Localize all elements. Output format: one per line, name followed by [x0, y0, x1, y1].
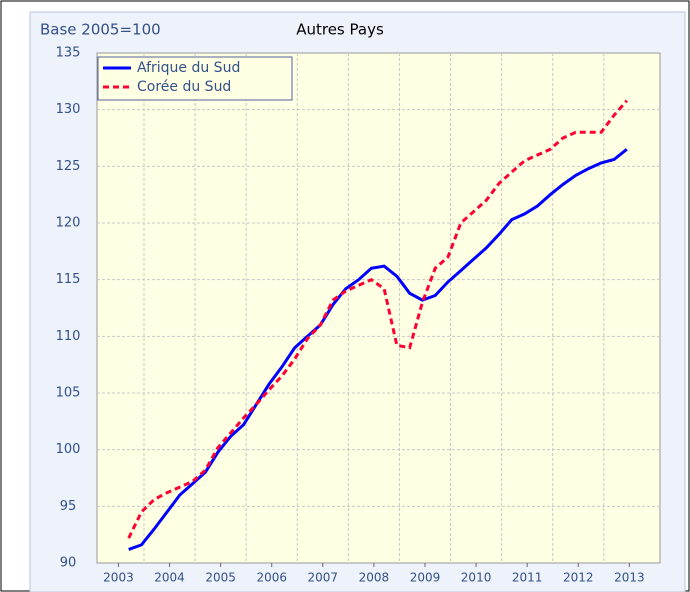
subtitle: Base 2005=100 — [40, 21, 161, 39]
x-tick-label: 2010 — [461, 571, 492, 585]
x-tick-label: 2008 — [359, 571, 390, 585]
series-line — [127, 99, 628, 539]
x-tick-label: 2009 — [410, 571, 441, 585]
y-tick-label: 120 — [56, 216, 81, 231]
y-tick-label: 115 — [56, 272, 81, 287]
x-tick-label: 2007 — [308, 571, 339, 585]
y-tick-label: 110 — [56, 329, 81, 344]
x-tick-label: 2004 — [154, 571, 185, 585]
x-tick-label: 2003 — [103, 571, 134, 585]
y-tick-label: 125 — [56, 159, 81, 174]
y-tick-label: 135 — [56, 46, 81, 61]
series-line — [128, 148, 628, 551]
y-tick-label: 90 — [60, 556, 77, 571]
y-tick-label: 95 — [60, 499, 77, 514]
y-tick-label: 130 — [56, 102, 81, 117]
legend-label: Afrique du Sud — [137, 60, 240, 76]
legend-label: Corée du Sud — [137, 79, 231, 95]
y-tick-label: 100 — [56, 442, 81, 457]
x-tick-label: 2011 — [512, 571, 543, 585]
x-tick-label: 2012 — [563, 571, 594, 585]
x-tick-label: 2013 — [614, 571, 645, 585]
x-tick-label: 2005 — [205, 571, 236, 585]
plot-area — [96, 52, 661, 564]
chart-title: Autres Pays — [296, 21, 384, 39]
x-tick-label: 2006 — [256, 571, 287, 585]
y-tick-label: 105 — [56, 386, 81, 401]
legend-box — [97, 56, 293, 101]
